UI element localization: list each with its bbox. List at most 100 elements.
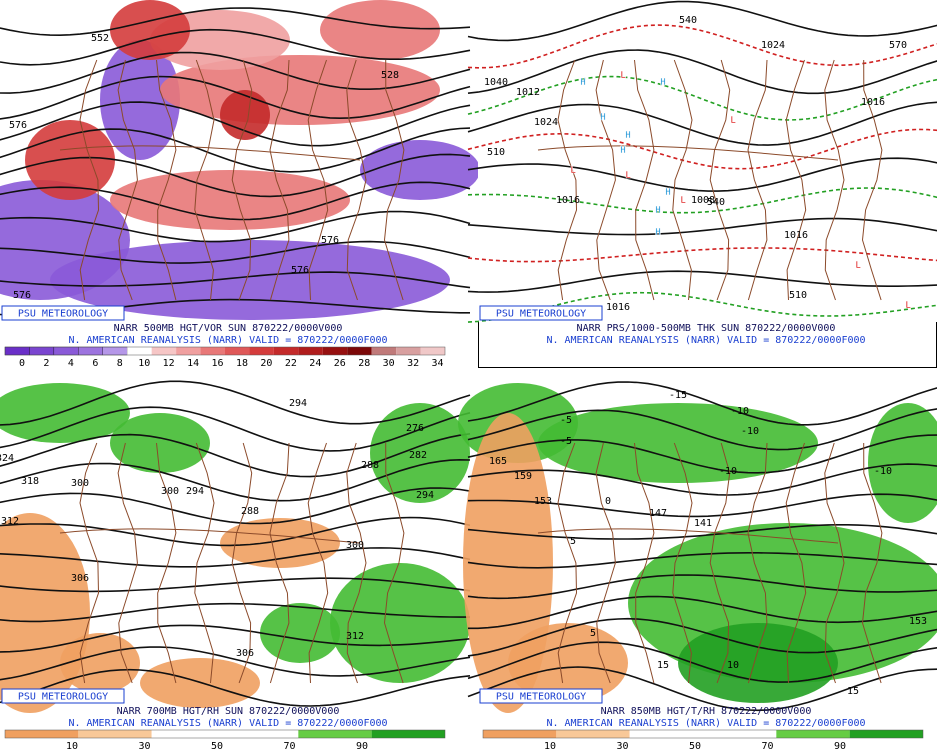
contour-label: -15 [669, 390, 687, 401]
contour-label: 1008 [691, 195, 715, 206]
panel: 552 576 528 576 576 576 PSU METEOROLOGY NARR 50… [0, 0, 480, 369]
pressure-center: L [625, 170, 631, 181]
badge: PSU METEOROLOGY [496, 692, 586, 703]
contour-label: -10 [741, 426, 759, 437]
contour-line [0, 487, 471, 525]
legend-swatch [298, 347, 323, 355]
shaded-region [50, 240, 450, 320]
contour-label: 576 [13, 290, 31, 301]
contour-line [0, 458, 471, 502]
legend-swatch [225, 730, 299, 738]
shaded-region [60, 633, 140, 693]
badge: PSU METEOROLOGY [496, 309, 586, 320]
contour-label: 576 [291, 265, 309, 276]
pressure-center: H [625, 130, 631, 141]
legend-label: 10 [544, 741, 556, 750]
state-border [861, 59, 883, 301]
state-border [59, 528, 361, 544]
state-border [383, 59, 405, 301]
subcaption: N. AMERICAN REANALYSIS (NARR) VALID = 87… [546, 718, 865, 729]
state-border [79, 442, 100, 684]
legend-swatch [225, 347, 250, 355]
contour-line [0, 624, 471, 653]
legend-swatch [483, 730, 557, 738]
contour-label: 276 [406, 423, 424, 434]
contour-label: 288 [241, 506, 259, 517]
contour-label: 5 [570, 536, 576, 547]
shaded-region [370, 403, 470, 503]
contour-label: 318 [21, 476, 39, 487]
legend-label: 12 [163, 358, 175, 369]
legend-label: 90 [834, 741, 846, 750]
pressure-center: H [655, 227, 661, 238]
contour-line [0, 516, 471, 547]
legend-frame [482, 729, 924, 739]
contour-line [0, 101, 471, 147]
legend-label: 70 [761, 741, 773, 750]
legend-label: 10 [66, 741, 78, 750]
legend-label: 70 [283, 741, 295, 750]
legend-swatch [151, 347, 177, 355]
contour-label: 141 [694, 518, 712, 529]
state-border [747, 59, 768, 301]
legend-swatch [396, 347, 421, 355]
legend-label: 18 [236, 358, 248, 369]
contour-line [467, 381, 937, 426]
contour-line [0, 380, 471, 426]
map: -5 -5 -10 -10 -10 -15 -10 165 159 153 147 141 5 5 15 15… [458, 381, 937, 713]
legend-swatch [776, 730, 850, 738]
pressure-center: L [855, 260, 861, 271]
shaded-region [538, 403, 818, 483]
state-border [194, 59, 215, 301]
legend-label: 26 [334, 358, 346, 369]
contour-label: 1024 [761, 40, 785, 51]
subcaption: N. AMERICAN REANALYSIS (NARR) VALID = 87… [68, 718, 387, 729]
caption: NARR 500MB HGT/VOR SUN 870222/0000V000 [114, 323, 343, 334]
map: 294 324 318 312 306 300 300 294 288 288 282 276 294 3… [0, 380, 471, 713]
legend-label: 30 [383, 358, 395, 369]
badge-box [479, 305, 603, 321]
map: 552 576 528 576 576 576 [0, 0, 480, 322]
contour-line [467, 617, 937, 657]
legend-label: 30 [616, 741, 628, 750]
contour-line [0, 240, 471, 264]
contour-line [467, 49, 937, 95]
legend-label: 20 [260, 358, 272, 369]
contour-label: 15 [657, 660, 669, 671]
legend-swatch [322, 347, 348, 355]
contour-label: 540 [679, 15, 697, 26]
shaded-region [320, 0, 440, 60]
contour-label: 576 [321, 235, 339, 246]
legend-swatch [102, 346, 128, 356]
contour-label: 165 [489, 456, 507, 467]
subcaption: N. AMERICAN REANALYSIS (NARR) VALID = 87… [546, 335, 865, 346]
contour-line [0, 75, 471, 120]
legend-label: 34 [432, 358, 444, 369]
contour-line [467, 463, 937, 496]
contour-line [467, 574, 937, 600]
caption: NARR 850MB HGT/T/RH 870222/0000V000 [601, 706, 812, 717]
legend-swatch [4, 346, 30, 356]
contour-label: 552 [91, 33, 109, 44]
shaded-region [110, 170, 350, 230]
contour-line [0, 602, 470, 623]
contour-line [0, 153, 471, 198]
legend-swatch [420, 347, 445, 355]
legend-label: 4 [68, 358, 74, 369]
contour-label: 15 [847, 686, 859, 697]
legend-label: 30 [138, 741, 150, 750]
subcaption: N. AMERICAN REANALYSIS (NARR) VALID = 87… [68, 335, 387, 346]
legend-swatch [176, 347, 201, 355]
contour-label: -5 [560, 415, 572, 426]
contour-line [467, 0, 937, 42]
contour-line [467, 493, 937, 518]
pressure-center: L [680, 195, 686, 206]
contour-label: -10 [731, 406, 749, 417]
legend-label: 6 [92, 358, 98, 369]
contour-label: 153 [909, 616, 927, 627]
legend-label: 16 [212, 358, 224, 369]
contour-line [467, 24, 937, 69]
contour-label: 1016 [606, 302, 630, 313]
shaded-region [110, 413, 210, 473]
